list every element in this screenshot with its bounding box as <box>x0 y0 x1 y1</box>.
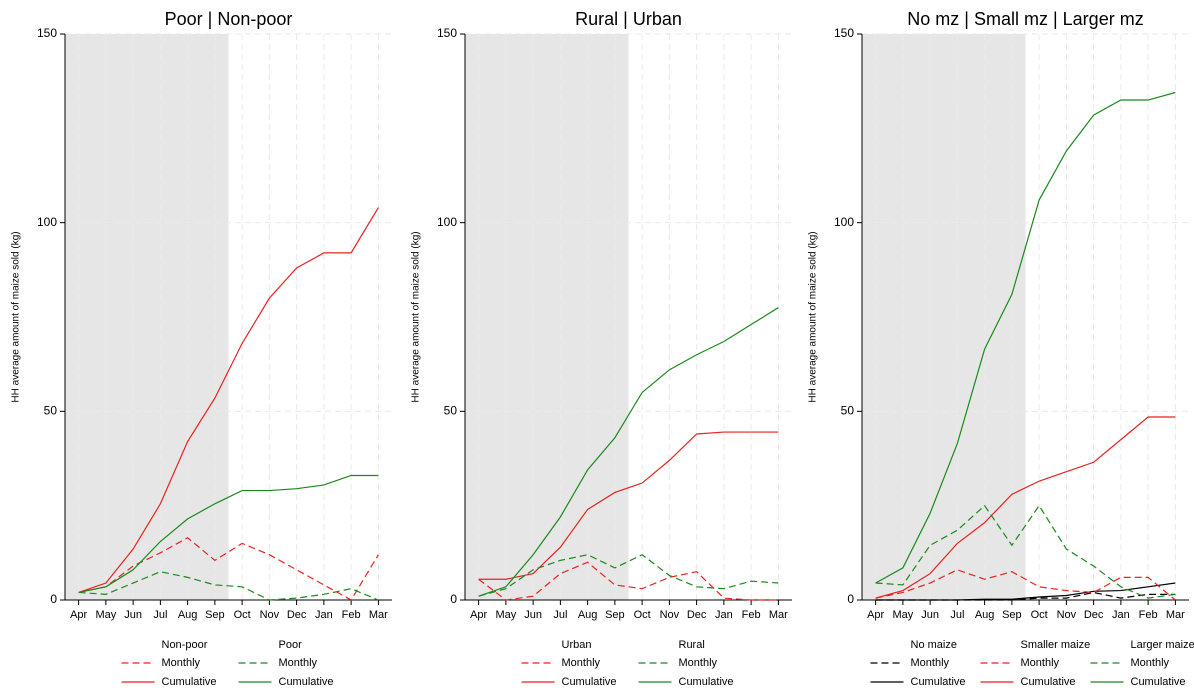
x-tick-label: Nov <box>260 609 280 621</box>
line <box>478 554 779 597</box>
line <box>875 416 1176 599</box>
legend-label: Cumulative <box>1131 676 1186 688</box>
x-tick-label: Jun <box>524 609 542 621</box>
x-tick-label: Jun <box>921 609 939 621</box>
y-tick-label: 150 <box>437 26 457 40</box>
x-tick-label: Nov <box>1057 609 1077 621</box>
line <box>478 561 779 601</box>
shaded-region <box>465 34 629 600</box>
legend-group-title: No maize <box>911 639 957 651</box>
y-tick-label: 150 <box>834 26 854 40</box>
y-tick-label: 0 <box>847 592 854 606</box>
y-axis-label: HH average amount of maize sold (kg) <box>411 231 422 402</box>
y-tick-label: 50 <box>841 404 855 418</box>
x-tick-label: Jul <box>950 609 964 621</box>
line <box>875 91 1176 584</box>
line <box>875 569 1176 601</box>
x-tick-label: Oct <box>634 609 651 621</box>
legend-label: Cumulative <box>162 676 217 688</box>
x-tick-label: Jul <box>153 609 167 621</box>
legend-group-title: Rural <box>679 639 705 651</box>
x-tick-label: Sep <box>205 609 225 621</box>
legend-label: Cumulative <box>911 676 966 688</box>
x-tick-label: Sep <box>1002 609 1022 621</box>
panel: 0 50 100 150 Apr May Jun Jul Aug Sep Oct Nov Dec Jan F… <box>808 9 1194 688</box>
x-tick-label: Feb <box>1139 609 1158 621</box>
x-tick-label: Mar <box>1166 609 1185 621</box>
line <box>78 571 379 601</box>
x-tick-label: Jan <box>1112 609 1130 621</box>
legend-label: Cumulative <box>679 676 734 688</box>
x-tick-label: Apr <box>470 609 487 621</box>
legend-label: Monthly <box>679 657 718 669</box>
y-tick-label: 100 <box>834 215 854 229</box>
x-tick-label: Dec <box>687 609 707 621</box>
panel: 0 50 100 150 Apr May Jun Jul Aug Sep Oct Nov Dec Jan F… <box>11 9 392 688</box>
legend-label: Cumulative <box>1021 676 1076 688</box>
y-axis-label: HH average amount of maize sold (kg) <box>11 231 22 402</box>
legend-group-title: Non-poor <box>162 639 208 651</box>
y-tick-label: 100 <box>437 215 457 229</box>
legend-group-title: Smaller maize <box>1021 639 1091 651</box>
legend-label: Monthly <box>279 657 318 669</box>
line <box>875 582 1176 601</box>
legend-label: Monthly <box>162 657 201 669</box>
x-tick-label: Feb <box>742 609 761 621</box>
x-tick-label: Mar <box>769 609 788 621</box>
line <box>78 207 379 594</box>
line <box>478 307 779 597</box>
line <box>78 537 379 601</box>
legend-label: Cumulative <box>279 676 334 688</box>
line <box>478 431 779 580</box>
legend-label: Cumulative <box>562 676 617 688</box>
x-tick-label: Aug <box>178 609 198 621</box>
x-tick-label: Aug <box>578 609 598 621</box>
legend-group-title: Larger maize <box>1131 639 1194 651</box>
shaded-region <box>65 34 229 600</box>
legend-label: Monthly <box>562 657 601 669</box>
x-tick-label: Sep <box>605 609 625 621</box>
y-tick-label: 50 <box>444 404 458 418</box>
chart-title: Poor | Non-poor <box>165 9 293 29</box>
y-tick-label: 0 <box>450 592 457 606</box>
x-tick-label: May <box>95 609 116 621</box>
x-tick-label: Jan <box>315 609 333 621</box>
shaded-region <box>862 34 1026 600</box>
x-tick-label: Jul <box>553 609 567 621</box>
x-tick-label: Apr <box>70 609 87 621</box>
x-tick-label: Mar <box>369 609 388 621</box>
x-tick-label: Dec <box>1084 609 1104 621</box>
x-tick-label: Dec <box>287 609 307 621</box>
x-tick-label: May <box>892 609 913 621</box>
panel: 0 50 100 150 Apr May Jun Jul Aug Sep Oct Nov Dec Jan F… <box>411 9 792 688</box>
x-tick-label: Feb <box>342 609 361 621</box>
y-tick-label: 50 <box>44 404 58 418</box>
x-tick-label: Aug <box>975 609 995 621</box>
legend-label: Monthly <box>911 657 950 669</box>
legend-group-title: Urban <box>562 639 592 651</box>
line <box>875 504 1176 599</box>
legend-label: Monthly <box>1131 657 1170 669</box>
y-tick-label: 0 <box>50 592 57 606</box>
x-tick-label: Oct <box>234 609 251 621</box>
chart-title: Rural | Urban <box>575 9 682 29</box>
x-tick-label: Nov <box>660 609 680 621</box>
y-tick-label: 100 <box>37 215 57 229</box>
y-tick-label: 150 <box>37 26 57 40</box>
x-tick-label: Oct <box>1031 609 1048 621</box>
x-tick-label: Jun <box>124 609 142 621</box>
legend-group-title: Poor <box>279 639 303 651</box>
y-axis-label: HH average amount of maize sold (kg) <box>808 231 819 402</box>
x-tick-label: May <box>495 609 516 621</box>
x-tick-label: Jan <box>715 609 733 621</box>
legend-label: Monthly <box>1021 657 1060 669</box>
x-tick-label: Apr <box>867 609 884 621</box>
chart-title: No mz | Small mz | Larger mz <box>907 9 1143 29</box>
line <box>78 474 379 594</box>
